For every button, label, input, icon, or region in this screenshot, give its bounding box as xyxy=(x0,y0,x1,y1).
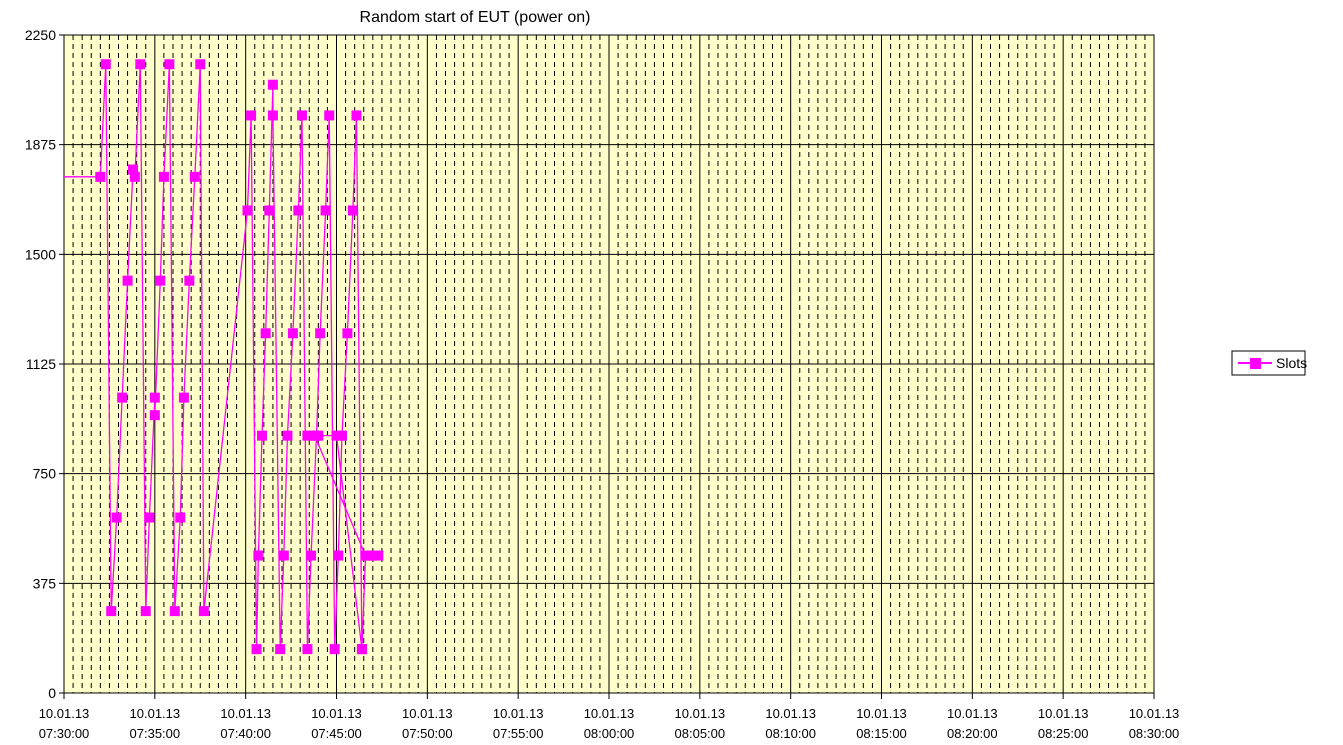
x-tick-label-date: 10.01.13 xyxy=(947,706,998,721)
data-point xyxy=(306,550,317,561)
data-point xyxy=(278,550,289,561)
data-point xyxy=(329,644,340,655)
data-point xyxy=(158,171,169,182)
x-tick-label-time: 08:20:00 xyxy=(947,726,998,741)
x-tick-label-time: 08:05:00 xyxy=(675,726,726,741)
data-point xyxy=(267,110,278,121)
x-tick-label-date: 10.01.13 xyxy=(765,706,816,721)
data-point xyxy=(296,110,307,121)
data-point xyxy=(149,410,160,421)
data-point xyxy=(242,205,253,216)
x-tick-label-time: 07:40:00 xyxy=(220,726,271,741)
x-tick-label-date: 10.01.13 xyxy=(311,706,362,721)
data-point xyxy=(356,644,367,655)
data-point xyxy=(333,550,344,561)
y-tick-label: 2250 xyxy=(25,27,56,43)
data-point xyxy=(324,110,335,121)
data-point xyxy=(275,644,286,655)
x-tick-label-time: 07:30:00 xyxy=(39,726,90,741)
data-point xyxy=(178,392,189,403)
data-point xyxy=(366,550,377,561)
x-tick-label-date: 10.01.13 xyxy=(675,706,726,721)
x-tick-label-time: 08:10:00 xyxy=(765,726,816,741)
data-point xyxy=(251,644,262,655)
data-point xyxy=(320,205,331,216)
x-tick-label-date: 10.01.13 xyxy=(220,706,271,721)
y-tick-label: 1500 xyxy=(25,246,56,262)
data-point xyxy=(257,430,268,441)
data-point xyxy=(287,328,298,339)
series-slots xyxy=(64,59,384,655)
data-point xyxy=(100,59,111,70)
data-point xyxy=(342,328,353,339)
data-point xyxy=(117,392,128,403)
x-tick-label-time: 07:50:00 xyxy=(402,726,453,741)
data-point xyxy=(246,110,257,121)
data-point xyxy=(264,205,275,216)
data-point xyxy=(184,275,195,286)
data-point xyxy=(302,644,313,655)
y-tick-label: 0 xyxy=(48,685,56,701)
x-tick-label-date: 10.01.13 xyxy=(402,706,453,721)
y-tick-label: 375 xyxy=(33,575,57,591)
x-tick-label-date: 10.01.13 xyxy=(856,706,907,721)
data-point xyxy=(195,59,206,70)
data-point xyxy=(315,328,326,339)
x-tick-label-date: 10.01.13 xyxy=(39,706,90,721)
data-point xyxy=(253,550,264,561)
x-tick-label-time: 08:00:00 xyxy=(584,726,635,741)
data-point xyxy=(293,205,304,216)
x-tick-label-time: 07:45:00 xyxy=(311,726,362,741)
x-axis: 10.01.13 07:30:00 10.01.13 07:35:00 10.01.13… xyxy=(39,693,1180,741)
data-point xyxy=(128,164,139,175)
data-point xyxy=(331,430,342,441)
y-tick-label: 1125 xyxy=(26,356,56,372)
data-point xyxy=(135,59,146,70)
data-point xyxy=(373,550,384,561)
data-point xyxy=(351,110,362,121)
x-tick-label-time: 07:55:00 xyxy=(493,726,544,741)
data-point xyxy=(189,171,200,182)
legend-marker xyxy=(1250,358,1261,369)
x-tick-label-time: 08:25:00 xyxy=(1038,726,1089,741)
data-point xyxy=(140,606,151,617)
data-point xyxy=(144,512,155,523)
data-point xyxy=(302,430,313,441)
y-tick-label: 750 xyxy=(33,466,57,482)
x-tick-label-date: 10.01.13 xyxy=(1038,706,1089,721)
data-point xyxy=(149,392,160,403)
data-point xyxy=(282,430,293,441)
data-point xyxy=(313,430,324,441)
data-point xyxy=(122,275,133,286)
data-point xyxy=(129,171,140,182)
x-tick-label-time: 08:30:00 xyxy=(1129,726,1180,741)
data-point xyxy=(155,275,166,286)
x-tick-label-date: 10.01.13 xyxy=(130,706,181,721)
legend: Slots xyxy=(1231,350,1307,376)
data-point xyxy=(111,512,122,523)
legend-label-slots: Slots xyxy=(1276,355,1307,371)
data-point xyxy=(267,79,278,90)
x-tick-label-date: 10.01.13 xyxy=(584,706,635,721)
data-point xyxy=(336,430,347,441)
data-point xyxy=(198,606,209,617)
x-tick-label-date: 10.01.13 xyxy=(493,706,544,721)
data-point xyxy=(260,328,271,339)
data-point xyxy=(169,606,180,617)
x-tick-label-time: 07:35:00 xyxy=(130,726,181,741)
data-point xyxy=(106,606,117,617)
chart-title: Random start of EUT (power on) xyxy=(360,9,591,26)
data-point xyxy=(175,512,186,523)
x-tick-label-date: 10.01.13 xyxy=(1129,706,1180,721)
data-point xyxy=(164,59,175,70)
data-point xyxy=(347,205,358,216)
data-point xyxy=(95,171,106,182)
y-tick-label: 1875 xyxy=(25,137,56,153)
x-tick-label-time: 08:15:00 xyxy=(856,726,907,741)
y-axis: 0 375 750 1125 1500 1875 2250 xyxy=(25,27,64,701)
